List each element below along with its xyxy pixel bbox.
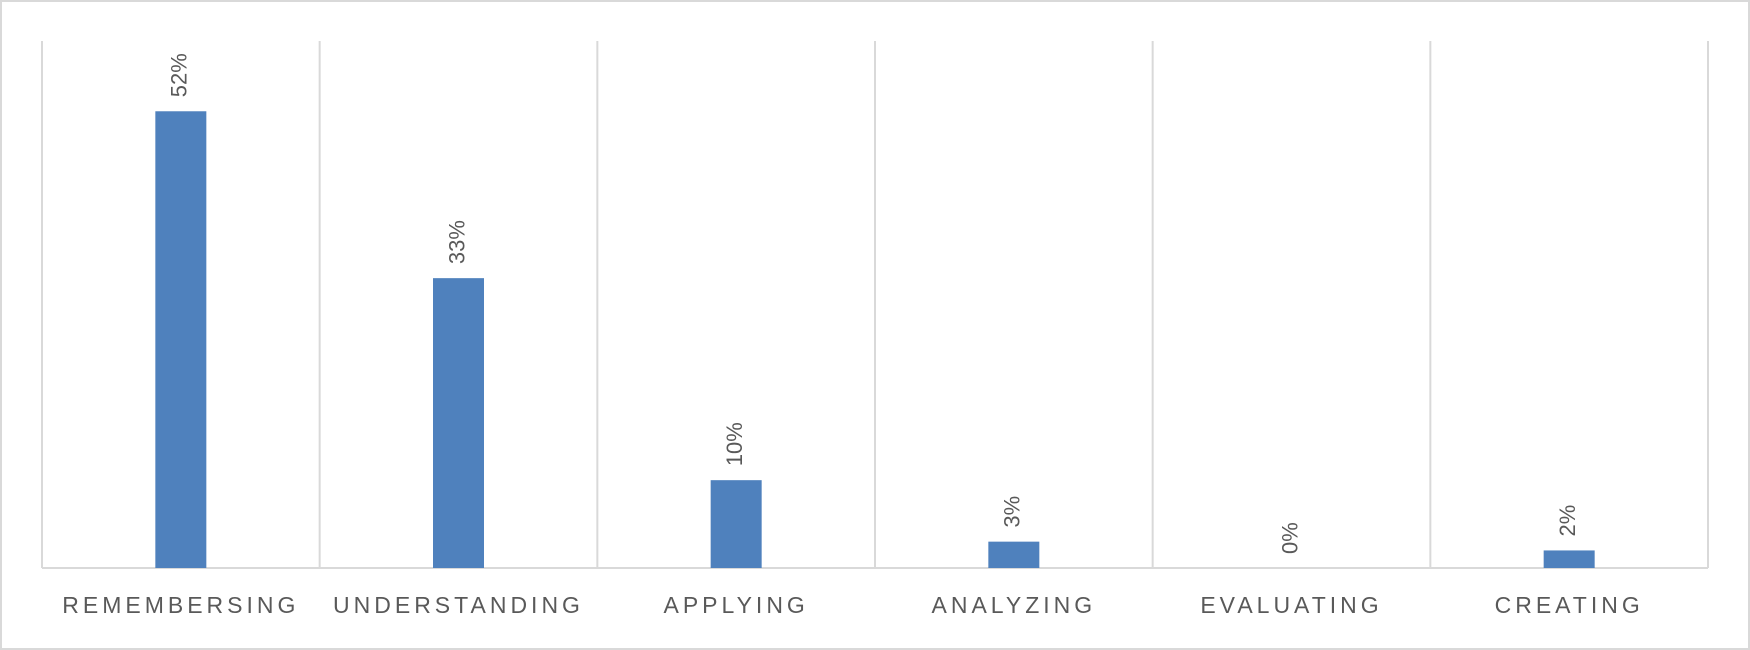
x-tick-label: REMEMBERSING bbox=[62, 592, 299, 618]
x-tick-label: APPLYING bbox=[663, 592, 808, 618]
bar bbox=[710, 480, 762, 568]
value-label: 2% bbox=[1555, 505, 1580, 537]
value-label: 10% bbox=[722, 422, 747, 466]
value-label: 0% bbox=[1277, 522, 1302, 554]
bar bbox=[433, 278, 484, 568]
bar bbox=[155, 111, 207, 569]
value-label: 3% bbox=[1000, 496, 1025, 528]
x-tick-label: ANALYZING bbox=[932, 592, 1097, 618]
x-tick-label: CREATING bbox=[1495, 592, 1644, 618]
value-label: 52% bbox=[167, 53, 192, 97]
bar bbox=[1543, 550, 1595, 568]
bar bbox=[988, 541, 1040, 568]
x-tick-label: UNDERSTANDING bbox=[333, 592, 584, 618]
value-label: 33% bbox=[444, 220, 469, 264]
x-tick-label: EVALUATING bbox=[1200, 592, 1382, 618]
